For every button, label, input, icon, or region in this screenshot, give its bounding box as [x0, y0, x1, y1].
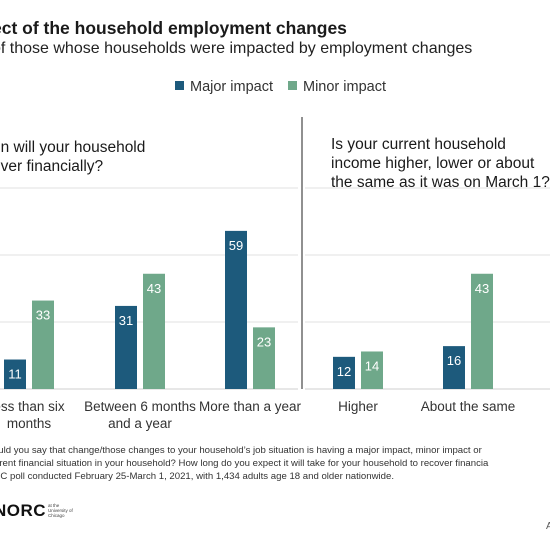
bar-value-label: 23 [257, 334, 271, 349]
chart-title: ect of the household employment changes [0, 18, 347, 38]
chart-subtitle: of those whose households were impacted … [0, 40, 473, 57]
bar-major-impact [225, 230, 247, 389]
category-label: More than a year [199, 399, 302, 414]
category-label: months [7, 416, 52, 431]
bar-value-label: 43 [147, 281, 161, 296]
bar-value-label: 59 [229, 238, 243, 253]
footnote-line: would you say that change/those changes … [0, 445, 482, 456]
norc-logo: NORC [0, 501, 47, 520]
legend-item-minor: Minor impact [288, 79, 386, 95]
panel-question-line: over financially? [0, 158, 104, 175]
legend-item-major: Major impact [175, 79, 273, 95]
footnote: would you say that change/those changes … [0, 444, 550, 483]
bar-value-label: 43 [475, 281, 489, 296]
credit-text: A [546, 521, 550, 532]
panel-question-line: the same as it was on March 1? [331, 174, 550, 191]
bar-value-label: 11 [8, 367, 22, 382]
legend-swatch-major [175, 81, 184, 90]
norc-logo-subtext: at the University of Chicago [48, 503, 73, 518]
bar-major-impact [4, 359, 26, 389]
panel-question-line: Is your current household [331, 136, 506, 153]
footnote-line: ORC poll conducted February 25-March 1, … [0, 471, 394, 482]
bar-minor-impact [471, 273, 493, 389]
legend-label-major: Major impact [190, 79, 273, 95]
bar-value-label: 33 [36, 308, 50, 323]
bar-value-label: 31 [119, 313, 133, 328]
bar-value-label: 16 [447, 353, 461, 368]
bar-minor-impact [361, 351, 383, 389]
legend-swatch-minor [288, 81, 297, 90]
bar-major-impact [333, 356, 355, 389]
bar-value-label: 14 [365, 358, 379, 373]
category-label: About the same [421, 399, 516, 414]
bar-value-label: 12 [337, 364, 351, 379]
footnote-line: current financial situation in your hous… [0, 458, 489, 469]
bar-major-impact [443, 346, 465, 389]
bar-minor-impact [253, 327, 275, 389]
category-label: Between 6 months [84, 399, 196, 414]
panel-question-line: en will your household [0, 139, 145, 156]
category-label: Higher [338, 399, 378, 414]
category-label: and a year [108, 416, 172, 431]
panel-question-line: income higher, lower or about [331, 155, 535, 172]
bar-minor-impact [143, 273, 165, 389]
category-label: ess than six [0, 399, 65, 414]
bar-major-impact [115, 305, 137, 389]
legend-label-minor: Minor impact [303, 79, 386, 95]
bar-minor-impact [32, 300, 54, 389]
